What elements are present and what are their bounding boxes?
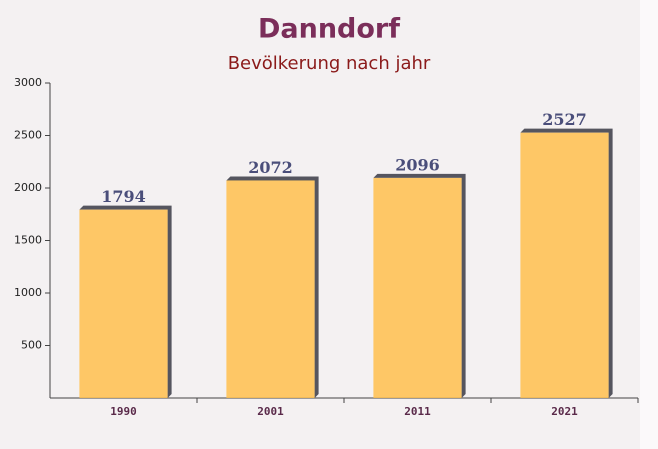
x-tick-label: 2001 <box>257 405 284 418</box>
chart-subtitle: Bevölkerung nach jahr <box>228 53 431 74</box>
background-strip <box>640 0 658 449</box>
bar <box>226 180 315 398</box>
bar <box>373 177 462 398</box>
y-tick-label: 500 <box>21 339 42 352</box>
y-tick-label: 1000 <box>14 286 42 299</box>
value-label: 2072 <box>248 158 293 177</box>
bar <box>79 209 168 398</box>
chart-title: Danndorf <box>258 14 400 45</box>
x-tick-label: 2011 <box>404 405 431 418</box>
bar <box>520 132 609 399</box>
value-label: 2096 <box>395 155 440 174</box>
value-label: 2527 <box>542 110 587 129</box>
value-label: 1794 <box>101 187 146 206</box>
y-tick-label: 2000 <box>14 181 42 194</box>
y-tick-label: 2500 <box>14 129 42 142</box>
x-tick-label: 2021 <box>551 405 578 418</box>
y-tick-label: 1500 <box>14 234 42 247</box>
y-tick-label: 3000 <box>14 76 42 89</box>
x-tick-label: 1990 <box>110 405 137 418</box>
